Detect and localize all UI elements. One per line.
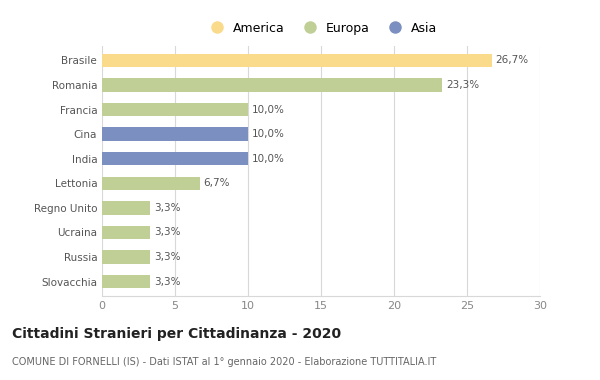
- Text: 3,3%: 3,3%: [154, 252, 181, 262]
- Bar: [102, 152, 248, 165]
- Bar: [102, 78, 442, 92]
- Bar: [102, 103, 248, 116]
- Text: 23,3%: 23,3%: [446, 80, 479, 90]
- Text: Cittadini Stranieri per Cittadinanza - 2020: Cittadini Stranieri per Cittadinanza - 2…: [12, 327, 341, 341]
- Bar: [102, 275, 150, 288]
- Bar: [102, 177, 200, 190]
- Text: 3,3%: 3,3%: [154, 203, 181, 213]
- Text: 3,3%: 3,3%: [154, 277, 181, 287]
- Text: COMUNE DI FORNELLI (IS) - Dati ISTAT al 1° gennaio 2020 - Elaborazione TUTTITALI: COMUNE DI FORNELLI (IS) - Dati ISTAT al …: [12, 357, 436, 367]
- Text: 10,0%: 10,0%: [251, 129, 284, 139]
- Text: 3,3%: 3,3%: [154, 228, 181, 238]
- Bar: [102, 201, 150, 215]
- Bar: [102, 250, 150, 264]
- Bar: [102, 127, 248, 141]
- Legend: America, Europa, Asia: America, Europa, Asia: [199, 17, 443, 40]
- Bar: [102, 226, 150, 239]
- Text: 10,0%: 10,0%: [251, 105, 284, 114]
- Text: 6,7%: 6,7%: [203, 178, 230, 188]
- Text: 26,7%: 26,7%: [496, 55, 529, 65]
- Bar: [102, 54, 492, 67]
- Text: 10,0%: 10,0%: [251, 154, 284, 164]
